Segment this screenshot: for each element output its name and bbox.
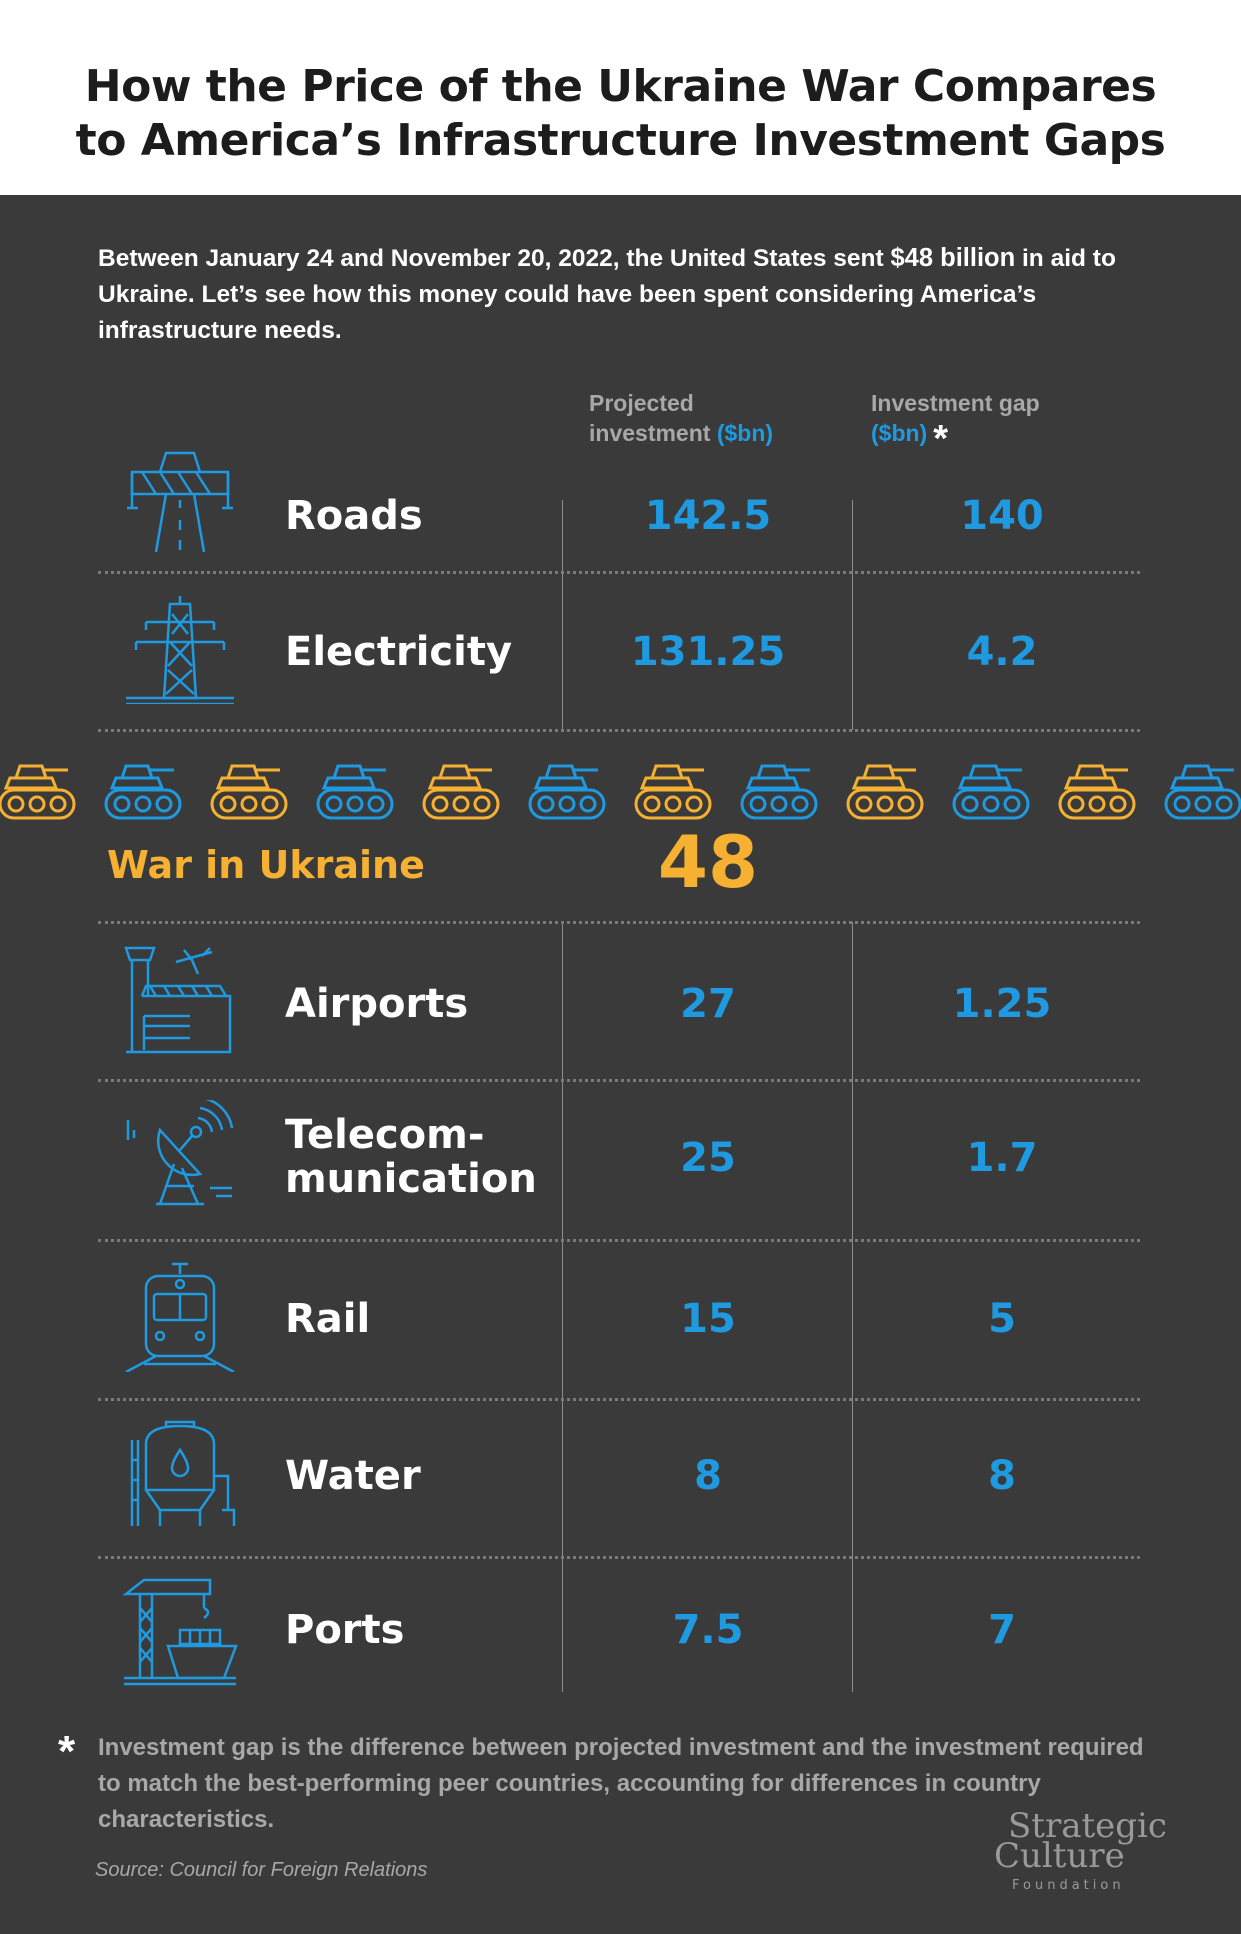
row-label-telecommunication: Telecom- munication xyxy=(285,1113,537,1201)
source-credit: Source: Council for Foreign Relations xyxy=(95,1859,428,1881)
header-band: How the Price of the Ukraine War Compare… xyxy=(0,0,1241,195)
road-barrier-icon xyxy=(120,448,240,558)
war-in-ukraine-value: 48 xyxy=(657,820,759,904)
row-label-airports: Airports xyxy=(285,981,469,1027)
airport-icon xyxy=(120,946,240,1056)
column-header-gap: Investment gap ($bn) * xyxy=(871,388,1040,460)
power-pylon-icon xyxy=(120,594,240,706)
column-divider xyxy=(562,500,563,730)
row-separator xyxy=(98,571,1140,574)
row-separator xyxy=(98,1239,1140,1242)
row-label-roads: Roads xyxy=(285,493,423,539)
intro-text-after: in aid to Ukraine. Let’s see how this mo… xyxy=(98,245,1116,344)
train-icon xyxy=(120,1262,240,1374)
row-separator xyxy=(98,1556,1140,1559)
value-airports-projected: 27 xyxy=(680,981,736,1027)
row-separator xyxy=(98,1398,1140,1401)
row-separator xyxy=(98,729,1140,732)
value-roads-projected: 142.5 xyxy=(644,493,772,539)
port-crane-icon xyxy=(120,1578,240,1688)
logo-line1: Strategic xyxy=(1008,1806,1167,1846)
column-header-projected-unit: ($bn) xyxy=(716,420,774,446)
column-header-gap-unit: ($bn) xyxy=(871,420,928,446)
row-label-rail: Rail xyxy=(285,1296,371,1342)
column-header-projected-line1: Projected xyxy=(589,390,694,416)
column-header-gap-line1: Investment gap xyxy=(871,390,1040,416)
value-ports-projected: 7.5 xyxy=(672,1607,744,1653)
value-water-projected: 8 xyxy=(694,1453,722,1499)
intro-text-before: Between January 24 and November 20, 2022… xyxy=(98,245,891,272)
row-label-electricity: Electricity xyxy=(285,629,513,675)
satellite-dish-icon xyxy=(120,1096,240,1210)
row-separator xyxy=(98,921,1140,924)
value-water-gap: 8 xyxy=(988,1453,1016,1499)
value-rail-gap: 5 xyxy=(988,1296,1016,1342)
row-label-telecommunication-line2: munication xyxy=(285,1156,537,1202)
strategic-culture-logo: Strategic Culture Foundation xyxy=(990,1808,1167,1898)
intro-paragraph: Between January 24 and November 20, 2022… xyxy=(98,240,1148,349)
footnote-asterisk: * xyxy=(58,1727,76,1776)
page-title: How the Price of the Ukraine War Compare… xyxy=(0,60,1241,168)
asterisk-marker: * xyxy=(933,418,949,460)
row-separator xyxy=(98,1079,1140,1082)
column-divider xyxy=(562,922,563,1692)
value-electricity-projected: 131.25 xyxy=(630,629,786,675)
logo-line2: Culture xyxy=(994,1836,1125,1876)
intro-highlight-amount: $48 billion xyxy=(890,244,1016,272)
value-roads-gap: 140 xyxy=(960,493,1044,539)
title-line-2: to America’s Infrastructure Investment G… xyxy=(75,115,1166,166)
logo-line3: Foundation xyxy=(1012,1878,1125,1893)
value-telecommunication-projected: 25 xyxy=(680,1135,736,1181)
value-airports-gap: 1.25 xyxy=(952,981,1052,1027)
value-telecommunication-gap: 1.7 xyxy=(966,1135,1038,1181)
column-divider xyxy=(852,922,853,1692)
column-header-projected: Projected investment ($bn) xyxy=(589,388,773,448)
row-label-telecommunication-line1: Telecom- xyxy=(285,1112,485,1158)
value-ports-gap: 7 xyxy=(988,1607,1016,1653)
row-label-ports: Ports xyxy=(285,1607,405,1653)
water-tank-icon xyxy=(120,1420,240,1530)
value-rail-projected: 15 xyxy=(680,1296,736,1342)
tank-row xyxy=(0,764,1241,820)
value-electricity-gap: 4.2 xyxy=(966,629,1038,675)
column-header-projected-line2: investment xyxy=(589,420,711,446)
footnote-text: Investment gap is the difference between… xyxy=(98,1734,1144,1833)
column-divider xyxy=(852,500,853,730)
row-label-water: Water xyxy=(285,1453,421,1499)
war-in-ukraine-label: War in Ukraine xyxy=(107,843,425,887)
title-line-1: How the Price of the Ukraine War Compare… xyxy=(84,61,1157,112)
